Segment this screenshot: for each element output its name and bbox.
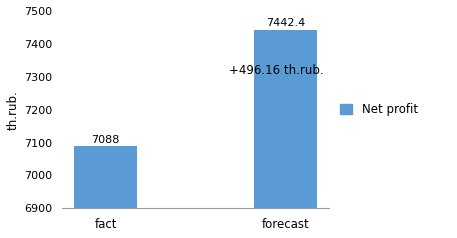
- Y-axis label: th.rub.: th.rub.: [7, 90, 20, 129]
- Bar: [74, 146, 137, 238]
- Bar: [254, 30, 317, 238]
- Text: 7088: 7088: [91, 134, 120, 144]
- Text: +496.16 th.rub.: +496.16 th.rub.: [229, 64, 324, 77]
- Legend: Net profit: Net profit: [340, 103, 418, 116]
- Text: 7442.4: 7442.4: [266, 18, 305, 28]
